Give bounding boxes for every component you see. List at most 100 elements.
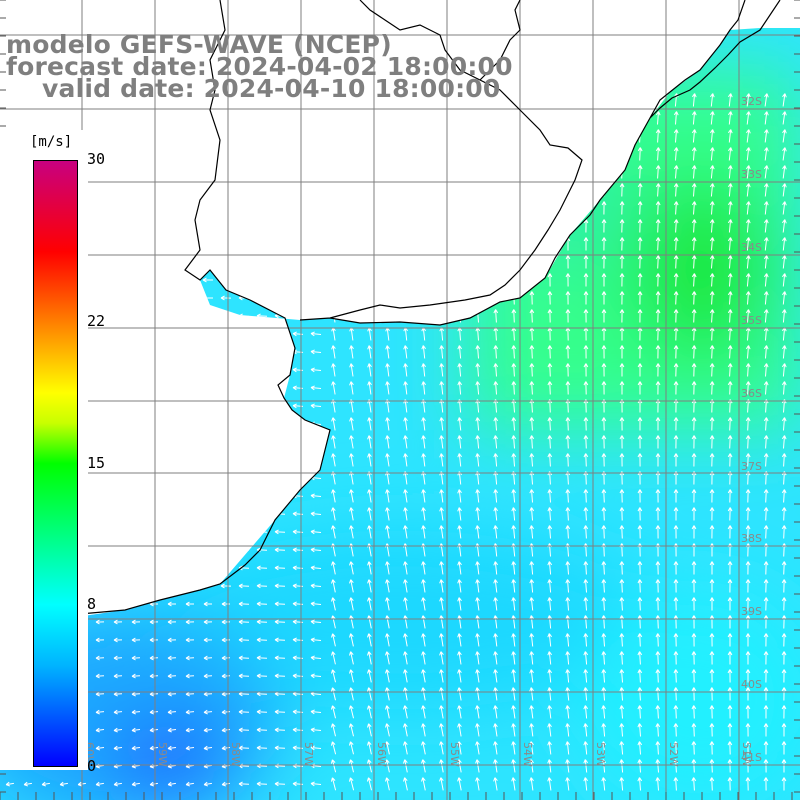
wind-arrow: [238, 655, 250, 661]
wind-arrow: [403, 417, 408, 431]
wind-arrow: [94, 241, 106, 247]
wind-arrow: [727, 417, 733, 431]
wind-arrow: [331, 669, 336, 683]
wind-arrow: [601, 453, 607, 467]
wind-arrow: [475, 417, 481, 431]
wind-arrow: [709, 345, 715, 359]
wind-arrow: [403, 651, 408, 665]
wind-arrow: [475, 345, 481, 359]
wind-arrow: [601, 759, 607, 773]
wind-arrow: [763, 219, 769, 233]
wind-arrow: [112, 115, 124, 121]
wind-arrow: [421, 309, 427, 323]
wind-arrow: [385, 777, 390, 791]
wind-arrow: [637, 309, 643, 323]
wind-arrow: [185, 709, 195, 715]
wind-arrow: [202, 439, 213, 445]
wind-arrow: [385, 507, 390, 521]
wind-arrow: [529, 489, 535, 503]
wind-arrow: [583, 579, 589, 593]
wind-arrow: [781, 741, 787, 755]
wind-arrow: [148, 475, 160, 481]
wind-arrow: [439, 651, 444, 665]
wind-arrow: [673, 345, 679, 359]
wind-arrow: [349, 129, 355, 143]
wind-arrow: [493, 255, 499, 269]
wind-arrow: [274, 493, 286, 499]
wind-arrow: [565, 219, 571, 233]
wind-arrow: [403, 309, 409, 323]
wind-arrow: [637, 255, 643, 269]
wind-arrow: [202, 547, 213, 553]
wind-arrow: [331, 111, 337, 125]
wind-arrow: [131, 673, 141, 679]
wind-arrow: [148, 547, 160, 553]
wind-arrow: [130, 223, 142, 229]
wind-arrow: [113, 637, 123, 643]
wind-arrow: [94, 529, 106, 535]
wind-arrow: [130, 511, 142, 517]
wind-arrow: [184, 187, 195, 193]
colorbar-tick-8: 8: [87, 595, 97, 614]
wind-arrow: [403, 165, 409, 179]
wind-arrow: [745, 777, 751, 791]
wind-arrow: [745, 345, 751, 359]
wind-arrow: [274, 259, 286, 265]
wind-arrow: [475, 489, 481, 503]
latitude-label: 41S: [741, 751, 762, 764]
wind-arrow: [310, 385, 322, 391]
wind-arrow: [310, 727, 322, 733]
wind-arrow: [421, 723, 426, 737]
wind-arrow: [274, 403, 286, 409]
wind-arrow: [184, 241, 195, 247]
wind-arrow: [493, 309, 499, 323]
wind-arrow: [475, 723, 480, 737]
wind-arrow: [583, 291, 589, 305]
wind-arrow: [439, 777, 444, 791]
wind-arrow: [310, 169, 322, 175]
wind-arrow: [5, 781, 14, 787]
wind-arrow: [457, 759, 462, 773]
wind-arrow: [403, 453, 408, 467]
wind-arrow: [691, 183, 697, 197]
wind-arrow: [238, 169, 250, 175]
wind-arrow: [457, 237, 463, 251]
wind-arrow: [529, 741, 534, 755]
wind-arrow: [493, 291, 499, 305]
wind-arrow: [367, 417, 372, 431]
wind-arrow: [529, 273, 535, 287]
wind-arrow: [529, 633, 535, 647]
wind-arrow: [349, 363, 354, 377]
wind-arrow: [637, 453, 643, 467]
wind-arrow: [112, 421, 124, 427]
wind-arrow: [385, 255, 391, 269]
wind-arrow: [709, 723, 715, 737]
wind-arrow: [439, 237, 445, 251]
wind-arrow: [130, 421, 142, 427]
wind-arrow: [238, 277, 250, 283]
wind-arrow: [166, 169, 178, 175]
wind-arrow: [331, 363, 336, 377]
longitude-label: 59W: [156, 742, 169, 767]
wind-arrow: [349, 435, 354, 449]
wind-arrow: [148, 205, 160, 211]
wind-arrow: [94, 439, 106, 445]
wind-arrow: [439, 597, 444, 611]
wind-arrow: [130, 529, 142, 535]
wind-arrow: [112, 457, 124, 463]
wind-arrow: [709, 633, 715, 647]
wind-arrow: [709, 111, 715, 125]
wind-arrow: [457, 525, 462, 539]
wind-arrow: [475, 687, 480, 701]
wind-arrow: [637, 363, 643, 377]
wind-arrow: [673, 579, 679, 593]
wind-arrow: [112, 187, 124, 193]
wind-arrow: [367, 363, 372, 377]
wind-arrow: [421, 165, 427, 179]
wind-arrow: [601, 417, 607, 431]
wind-arrow: [274, 583, 286, 589]
wind-arrow: [331, 201, 336, 215]
wind-arrow: [421, 219, 427, 233]
wind-arrow: [781, 723, 787, 737]
wind-arrow: [184, 529, 195, 535]
